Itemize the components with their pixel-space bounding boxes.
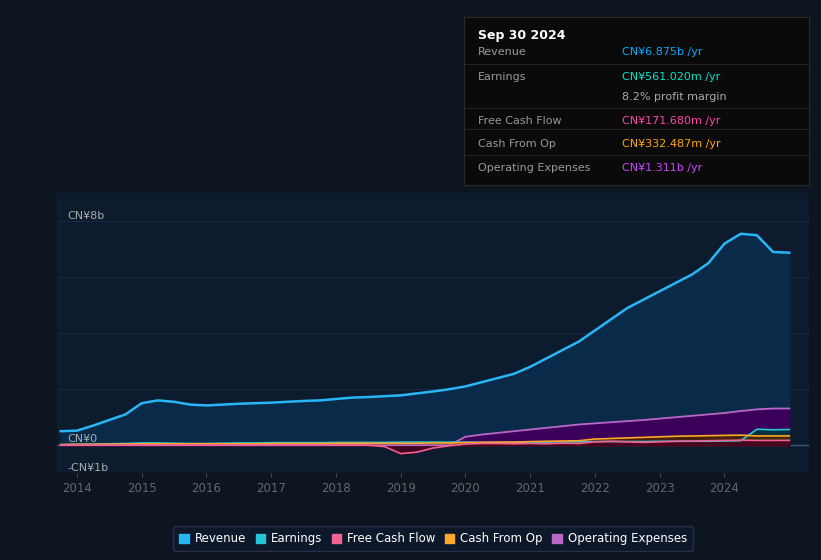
Text: CN¥171.680m /yr: CN¥171.680m /yr [622,116,721,126]
Text: CN¥0: CN¥0 [67,434,98,444]
Text: Revenue: Revenue [478,47,526,57]
Text: CN¥332.487m /yr: CN¥332.487m /yr [622,139,721,150]
Text: Earnings: Earnings [478,72,526,82]
Text: CN¥1.311b /yr: CN¥1.311b /yr [622,163,703,173]
Text: CN¥561.020m /yr: CN¥561.020m /yr [622,72,721,82]
Text: CN¥8b: CN¥8b [67,211,104,221]
Legend: Revenue, Earnings, Free Cash Flow, Cash From Op, Operating Expenses: Revenue, Earnings, Free Cash Flow, Cash … [173,526,693,551]
Text: Free Cash Flow: Free Cash Flow [478,116,562,126]
Text: 8.2% profit margin: 8.2% profit margin [622,92,727,102]
Text: -CN¥1b: -CN¥1b [67,463,108,473]
Text: CN¥6.875b /yr: CN¥6.875b /yr [622,47,703,57]
Text: Operating Expenses: Operating Expenses [478,163,590,173]
Text: Sep 30 2024: Sep 30 2024 [478,29,565,41]
Text: Cash From Op: Cash From Op [478,139,556,150]
